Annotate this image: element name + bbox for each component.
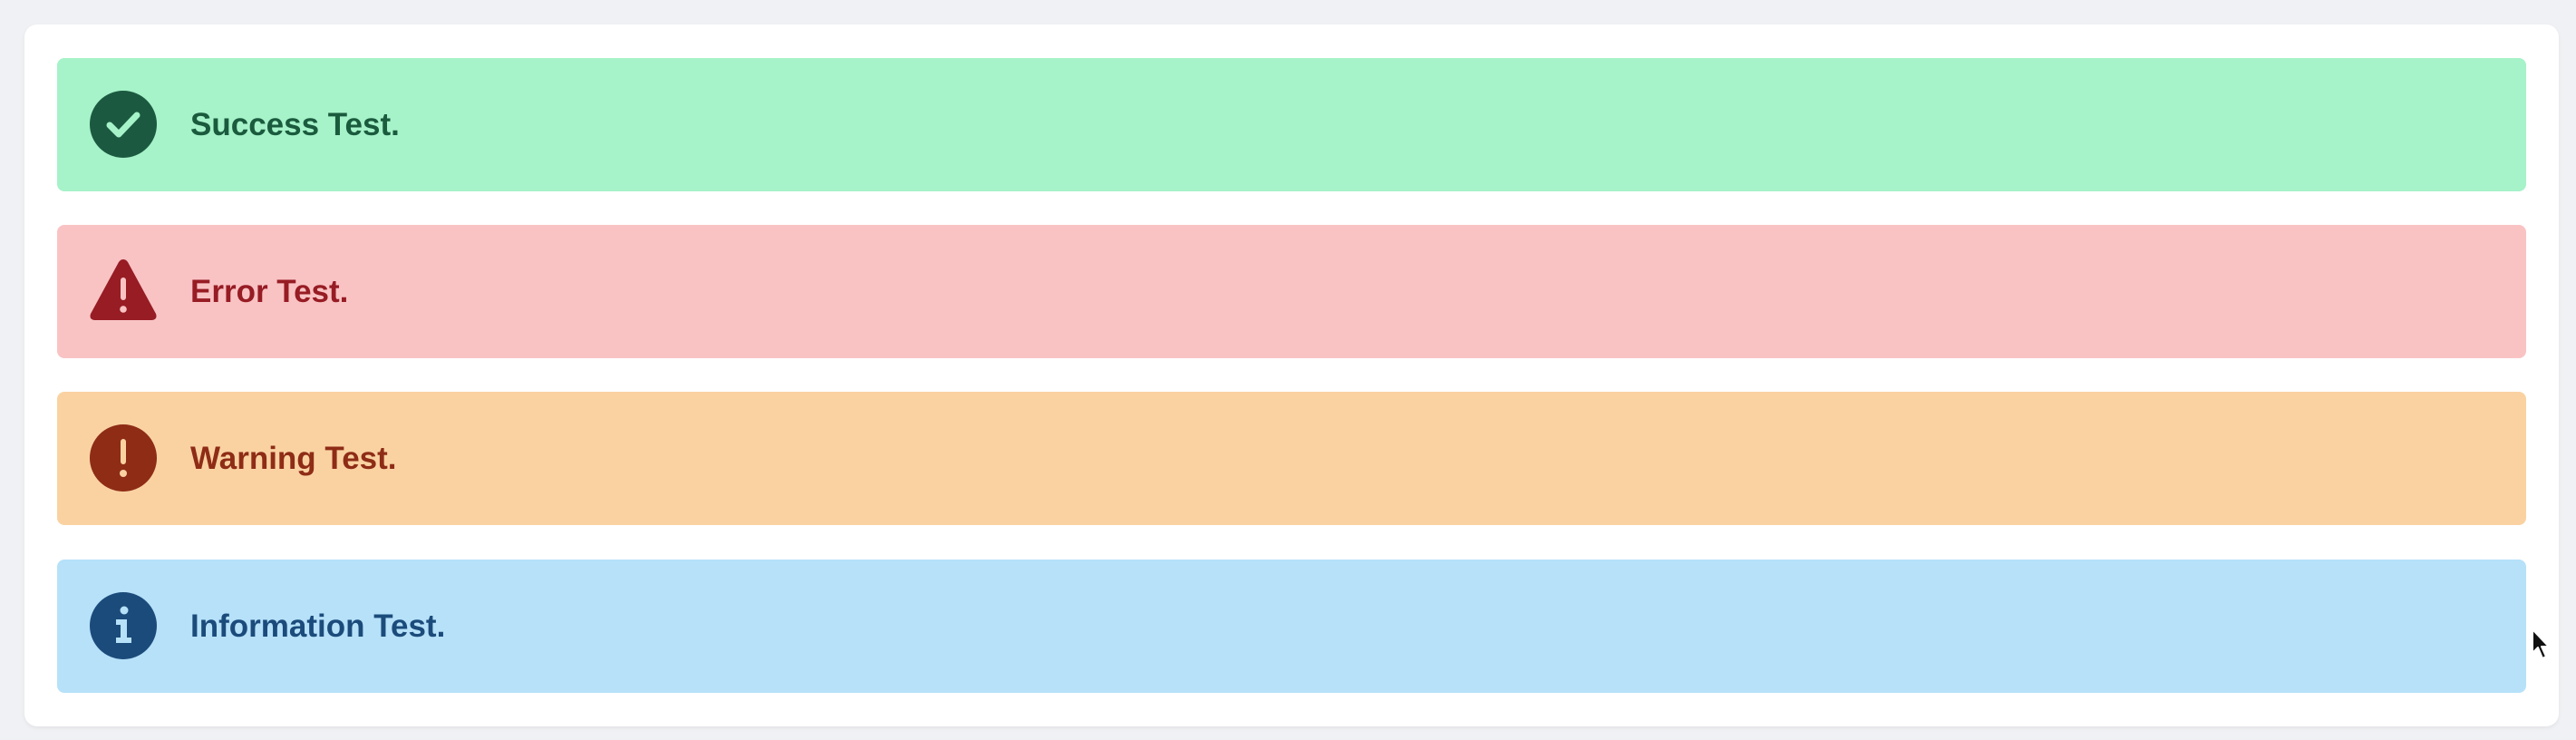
warning-triangle-icon [90, 258, 157, 325]
warning-alert-message: Warning Test. [190, 441, 397, 476]
success-alert: Success Test. [57, 58, 2526, 191]
info-alert-message: Information Test. [190, 609, 446, 644]
info-circle-icon [90, 592, 157, 659]
check-circle-icon [90, 91, 157, 158]
error-alert: Error Test. [57, 225, 2526, 358]
alerts-card: Success Test. Error Test. Warning Test. [24, 24, 2559, 726]
success-alert-message: Success Test. [190, 107, 400, 142]
info-alert: Information Test. [57, 560, 2526, 693]
mouse-cursor-icon [2532, 628, 2552, 661]
error-alert-message: Error Test. [190, 274, 349, 309]
exclamation-circle-icon [90, 424, 157, 492]
warning-alert: Warning Test. [57, 392, 2526, 525]
